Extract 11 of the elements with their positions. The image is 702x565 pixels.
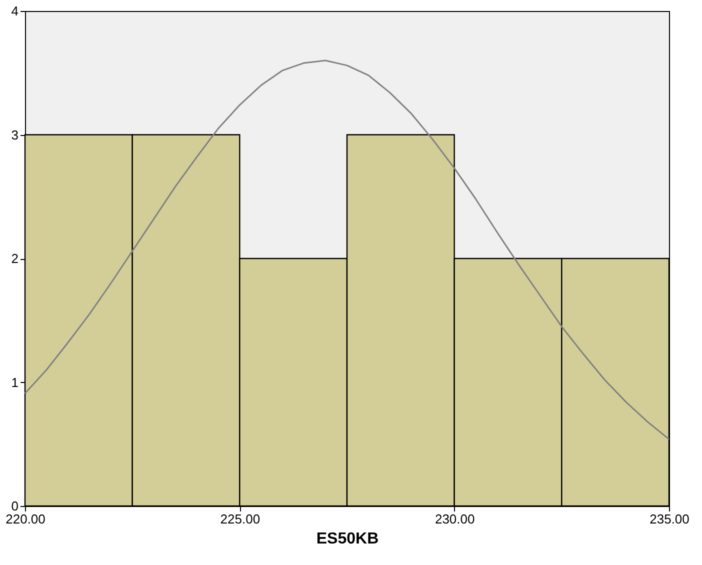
x-tick-label: 220.00: [6, 512, 46, 526]
x-tick-label: 235.00: [650, 512, 690, 526]
y-tick-label: 1: [11, 374, 18, 390]
x-tick-label: 225.00: [220, 512, 260, 526]
x-tick-label: 230.00: [434, 512, 475, 526]
y-tick-label: 2: [11, 251, 18, 266]
y-tick-label: 0: [11, 498, 18, 514]
line-series: [24, 60, 670, 440]
y-tick-label: 3: [11, 127, 18, 142]
x-axis-title: ES50KB: [316, 530, 379, 548]
y-tick-label: 4: [11, 4, 18, 18]
